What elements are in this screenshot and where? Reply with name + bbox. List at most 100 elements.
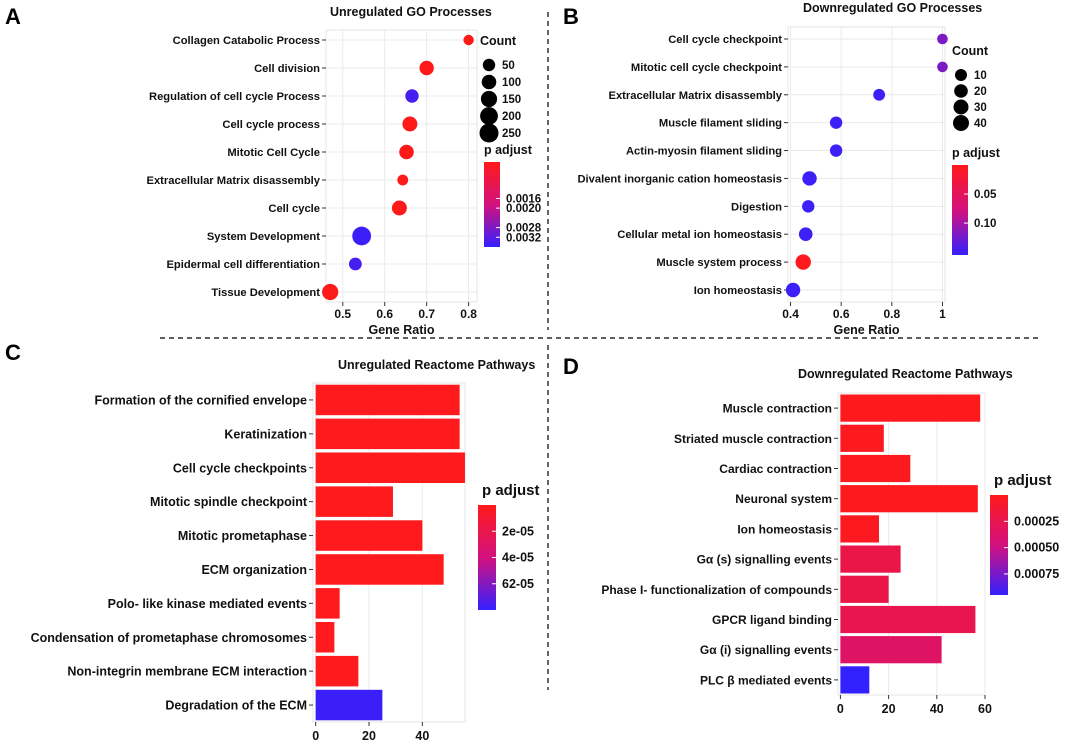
bar <box>315 384 460 416</box>
data-point <box>873 88 886 101</box>
x-tick-label: 0.8 <box>460 307 477 321</box>
data-point <box>391 200 407 216</box>
plot-area <box>787 26 946 303</box>
size-legend-dot <box>480 107 498 125</box>
category-label: Ion homeostasis <box>694 285 782 297</box>
x-tick-label: 20 <box>882 702 896 716</box>
category-label: Cell cycle <box>268 203 320 215</box>
colorbar <box>478 505 496 610</box>
x-axis-label: Gene Ratio <box>834 323 900 337</box>
size-legend-label: 250 <box>502 128 521 140</box>
panel-letter-a: A <box>5 4 21 29</box>
chart-title: Downregulated GO Processes <box>803 1 982 15</box>
category-label: Mitotic spindle checkpoint <box>150 495 308 509</box>
category-label: Extracellular Matrix disassembly <box>147 175 321 187</box>
x-tick-label: 0 <box>312 729 319 743</box>
bar <box>315 588 340 619</box>
category-label: Condensation of prometaphase chromosomes <box>31 631 307 645</box>
colorbar <box>484 162 500 247</box>
x-axis-label: Gene Ratio <box>369 323 435 337</box>
size-legend-label: 100 <box>502 77 521 89</box>
category-label: Regulation of cell cycle Process <box>149 91 320 103</box>
colorbar-tick-label: 0.00050 <box>1014 541 1059 555</box>
colorbar-tick-label: 2e-05 <box>502 524 534 538</box>
data-point <box>352 226 372 246</box>
size-legend-dot <box>480 90 498 108</box>
data-point <box>785 282 801 298</box>
size-legend-dot <box>953 99 969 115</box>
chart-title: Unregulated Reactome Pathways <box>338 358 535 372</box>
size-legend-label: 150 <box>502 94 521 106</box>
category-label: Striated muscle contraction <box>674 432 832 446</box>
x-tick-label: 40 <box>415 729 429 743</box>
size-legend-label: 50 <box>502 60 515 72</box>
data-point <box>322 283 339 301</box>
category-label: Tissue Development <box>211 287 320 299</box>
colorbar-title: p adjust <box>952 146 1001 160</box>
category-label: PLC β mediated events <box>700 673 832 687</box>
category-label: Digestion <box>731 201 782 213</box>
panel-d-barchart: Downregulated Reactome Pathways 0 20 40 60 Mu… <box>601 367 1059 716</box>
x-tick-label: 0.5 <box>334 307 351 321</box>
category-label: Cell division <box>254 63 320 75</box>
colorbar-tick-label: 0.0020 <box>506 203 541 215</box>
x-tick-label: 40 <box>930 702 944 716</box>
data-point <box>798 227 813 242</box>
x-tick-label: 0.6 <box>833 307 850 321</box>
data-point <box>937 33 948 45</box>
category-label: Mitotic cell cycle checkpoint <box>631 62 782 74</box>
bar <box>840 605 976 634</box>
data-point <box>419 60 434 76</box>
size-legend-dot <box>953 115 969 131</box>
data-point <box>937 61 948 73</box>
bar <box>315 554 444 585</box>
size-legend-dot <box>954 84 968 98</box>
category-label: Cell cycle checkpoint <box>668 34 782 46</box>
category-label: Formation of the cornified envelope <box>94 393 307 407</box>
bar <box>315 520 423 551</box>
panel-letter-d: D <box>563 354 579 379</box>
category-label: Phase I- functionalization of compounds <box>601 583 832 597</box>
size-legend-label: 200 <box>502 111 521 123</box>
colorbar-tick-label: 0.10 <box>974 218 996 230</box>
size-legend-dot <box>479 123 499 143</box>
colorbar-tick-label: 0.0016 <box>506 193 541 205</box>
bar <box>840 545 901 573</box>
bar <box>315 622 335 653</box>
size-legend-label: 10 <box>974 70 987 82</box>
colorbar-title: p adjust <box>484 143 533 157</box>
category-label: Polo- like kinase mediated events <box>108 597 307 611</box>
category-label: System Development <box>207 231 320 243</box>
colorbar-title: p adjust <box>482 482 540 499</box>
category-label: Ion homeostasis <box>737 522 832 536</box>
size-legend-dot <box>481 74 497 90</box>
bar <box>840 666 870 694</box>
category-label: Muscle system process <box>656 257 782 269</box>
size-legend-label: 40 <box>974 118 987 130</box>
x-tick-label: 0.6 <box>376 307 393 321</box>
bar <box>315 486 393 517</box>
category-label: Keratinization <box>224 427 307 441</box>
size-legend-title: Count <box>480 34 517 48</box>
panel-letter-c: C <box>5 340 21 365</box>
bar <box>840 394 981 422</box>
size-legend-dot <box>482 58 496 72</box>
bar <box>840 636 942 664</box>
data-point <box>402 116 418 132</box>
data-point <box>795 254 811 270</box>
panel-c-barchart: Unregulated Reactome Pathways 0 20 40 Format… <box>31 358 540 743</box>
category-label: Muscle contraction <box>723 402 832 416</box>
data-point <box>405 89 419 103</box>
panel-a-dotplot: Unregulated GO Processes 0.5 0.6 0.7 0.8 Coll… <box>147 5 542 337</box>
colorbar-tick-label: 0.00075 <box>1014 567 1059 581</box>
category-label: GPCR ligand binding <box>712 613 832 627</box>
category-label: Cellular metal ion homeostasis <box>617 229 782 241</box>
x-tick-label: 0.4 <box>782 307 799 321</box>
category-label: Actin-myosin filament sliding <box>626 146 782 158</box>
data-point <box>829 144 843 157</box>
colorbar-title: p adjust <box>994 472 1052 489</box>
colorbar-tick-label: 0.0032 <box>506 232 541 244</box>
x-tick-label: 1 <box>939 307 946 321</box>
data-point <box>802 171 817 186</box>
